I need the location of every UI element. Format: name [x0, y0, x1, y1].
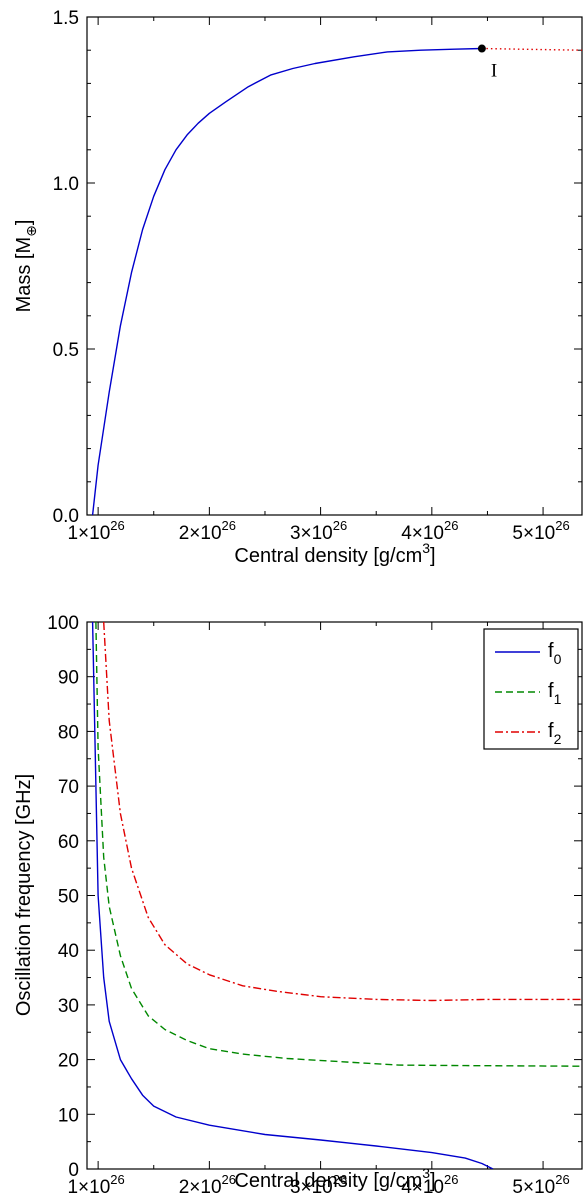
y-axis-label-subscript: ⊕ — [23, 225, 39, 237]
x-tick-label: 2×1026 — [179, 518, 236, 544]
legend-label-2: f2 — [548, 720, 562, 747]
y-tick-label: 1.0 — [53, 174, 79, 195]
y-tick-label: 40 — [58, 941, 79, 962]
x-axis-label-exponent: 3 — [422, 1165, 430, 1181]
y-tick-labels: 0.0 0.5 1.0 1.5 — [53, 8, 79, 527]
y-tick-label: 50 — [58, 887, 79, 908]
legend-box — [483, 628, 579, 750]
y-tick-label: 1.5 — [53, 8, 79, 29]
series-lines — [91, 622, 582, 1169]
y-tick-label: 100 — [47, 613, 79, 634]
series-lines — [91, 47, 582, 515]
series-line-2 — [103, 622, 582, 1002]
y-axis-label: Oscillation frequency [GHz] — [13, 774, 35, 1016]
legend-items: f0 f1 f2 — [495, 640, 562, 747]
y-tick-label: 20 — [58, 1051, 79, 1072]
x-axis-label: Central density [g/cm3] — [234, 1165, 435, 1192]
y-tick-label: 60 — [58, 832, 79, 853]
mass-plot-panel: 1×1026 2×1026 3×1026 4×1026 5×1026 0.0 0.5 1.0… — [13, 8, 583, 567]
instability-point-label: I — [491, 61, 497, 82]
y-tick-label: 10 — [58, 1105, 79, 1126]
x-axis-label-exponent: 3 — [422, 540, 430, 556]
y-tick-label: 90 — [58, 668, 79, 689]
x-tick-label: 4×1026 — [401, 518, 458, 544]
x-tick-label: 1×1026 — [67, 518, 124, 544]
x-tick-labels: 1×1026 2×1026 3×1026 4×1026 5×1026 — [67, 518, 569, 544]
instability-point-marker — [477, 44, 486, 53]
marker-layer: I — [477, 44, 497, 82]
y-tick-label: 0.0 — [53, 506, 79, 527]
x-axis-label: Central density [g/cm3] — [234, 540, 435, 567]
legend-label-1: f1 — [548, 680, 562, 707]
y-tick-label: 0 — [68, 1160, 79, 1181]
y-axis-label: Mass [M⊕] — [13, 220, 39, 313]
y-tick-label: 30 — [58, 996, 79, 1017]
x-tick-label: 3×1026 — [290, 518, 347, 544]
series-line-0 — [91, 622, 494, 1169]
series-line-0 — [91, 47, 482, 515]
plot-frame — [86, 16, 583, 516]
legend: f0 f1 f2 — [483, 628, 579, 750]
y-tick-labels: 0 10 20 30 40 50 60 70 80 90 100 — [47, 613, 79, 1181]
x-tick-label: 5×1026 — [512, 518, 569, 544]
y-tick-label: 0.5 — [53, 340, 79, 361]
axis-ticks — [87, 16, 582, 516]
y-tick-label: 80 — [58, 722, 79, 743]
y-tick-label: 70 — [58, 777, 79, 798]
legend-label-0: f0 — [548, 640, 562, 667]
